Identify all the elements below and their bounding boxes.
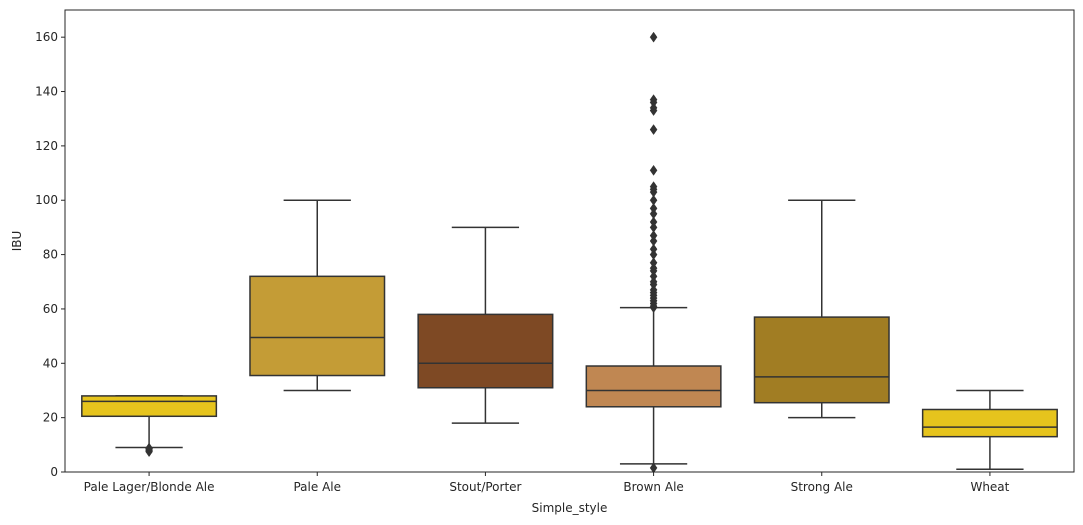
y-tick-label: 40: [43, 356, 58, 370]
outlier-point: [649, 194, 658, 206]
x-tick-label: Pale Ale: [293, 480, 341, 494]
box-iqr: [585, 365, 722, 408]
box-iqr: [753, 316, 890, 404]
outlier-point: [649, 230, 658, 242]
box-iqr: [921, 408, 1058, 438]
x-axis: Pale Lager/Blonde Ale Pale Ale Stout/Porte…: [84, 472, 1010, 494]
boxes-layer: [81, 31, 1058, 474]
x-axis-label: Simple_style: [532, 501, 608, 515]
box-group: [921, 389, 1058, 471]
box-group: [753, 199, 890, 419]
x-tick-label: Wheat: [970, 480, 1009, 494]
box-iqr: [81, 395, 218, 418]
outlier-point: [649, 257, 658, 269]
x-tick-label: Pale Lager/Blonde Ale: [84, 480, 215, 494]
box-iqr: [249, 275, 386, 377]
outlier-point: [649, 164, 658, 176]
outlier-point: [649, 94, 658, 106]
outlier-point: [649, 31, 658, 43]
outlier-point: [649, 216, 658, 228]
x-tick-label: Stout/Porter: [449, 480, 521, 494]
box-group: [249, 199, 386, 392]
box-group: [81, 395, 218, 458]
outlier-point: [649, 181, 658, 193]
x-tick-label: Brown Ale: [623, 480, 683, 494]
y-axis: 0 20 40 60 80 100 120 140 160: [35, 30, 65, 479]
box-iqr: [417, 313, 554, 389]
y-tick-label: 20: [43, 411, 58, 425]
outlier-point: [649, 124, 658, 136]
outlier-point: [649, 202, 658, 214]
plot-frame: [64, 9, 1075, 473]
box-group: [585, 31, 722, 474]
y-tick-label: 60: [43, 302, 58, 316]
y-tick-label: 80: [43, 248, 58, 262]
y-tick-label: 0: [50, 465, 58, 479]
y-axis-label: IBU: [10, 231, 24, 252]
y-tick-label: 120: [35, 139, 58, 153]
x-tick-label: Strong Ale: [791, 480, 853, 494]
box-group: [417, 226, 554, 424]
y-tick-label: 160: [35, 30, 58, 44]
y-tick-label: 140: [35, 85, 58, 99]
outlier-point: [649, 243, 658, 255]
y-tick-label: 100: [35, 193, 58, 207]
outlier-point: [145, 442, 153, 454]
